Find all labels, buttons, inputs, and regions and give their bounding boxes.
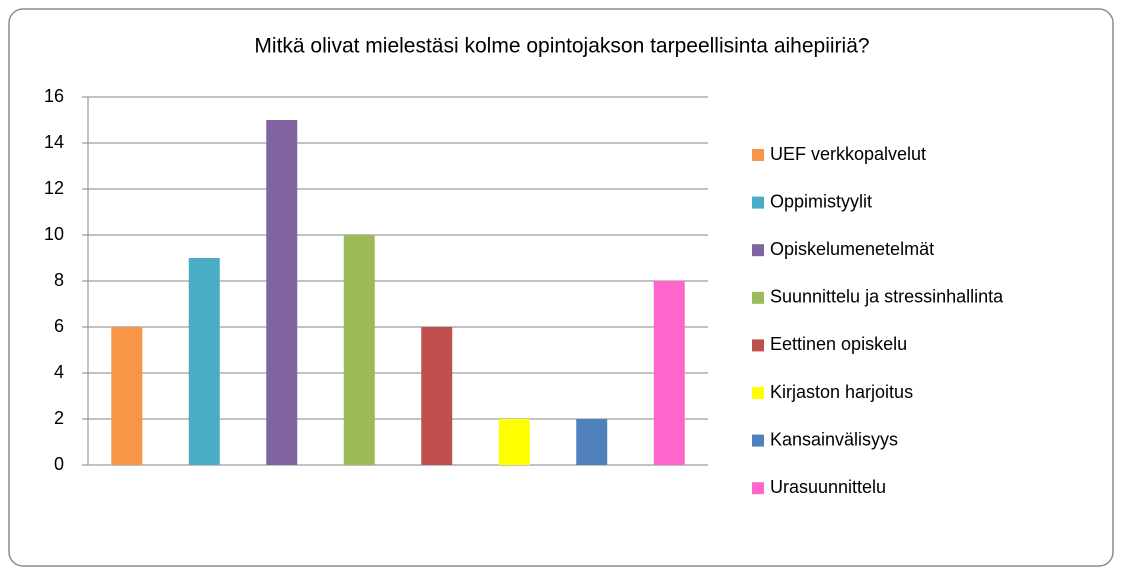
y-tick-label: 14 bbox=[44, 132, 64, 152]
bar bbox=[343, 235, 375, 465]
legend-label: Kansainvälisyys bbox=[770, 429, 898, 449]
bar bbox=[498, 419, 530, 465]
legend-swatch bbox=[752, 434, 764, 447]
legend-swatch bbox=[752, 244, 764, 257]
chart-title: Mitkä olivat mielestäsi kolme opintojaks… bbox=[254, 35, 869, 58]
legend-swatch bbox=[752, 482, 764, 495]
legend-swatch bbox=[752, 339, 764, 352]
legend-label: Urasuunnittelu bbox=[770, 477, 886, 497]
bar bbox=[421, 327, 453, 465]
legend-swatch bbox=[752, 196, 764, 209]
bar bbox=[653, 281, 685, 465]
y-tick-label: 8 bbox=[54, 270, 64, 290]
bar bbox=[188, 258, 220, 465]
legend-swatch bbox=[752, 387, 764, 399]
y-tick-label: 12 bbox=[44, 178, 64, 198]
y-tick-label: 16 bbox=[44, 86, 64, 106]
legend-swatch bbox=[752, 291, 764, 304]
legend-label: Eettinen opiskelu bbox=[770, 334, 907, 354]
bar bbox=[576, 419, 608, 465]
y-tick-label: 2 bbox=[54, 408, 64, 428]
legend-label: UEF verkkopalvelut bbox=[770, 144, 926, 164]
bar bbox=[266, 120, 298, 465]
y-tick-label: 10 bbox=[44, 224, 64, 244]
y-tick-label: 0 bbox=[54, 454, 64, 474]
y-tick-label: 6 bbox=[54, 316, 64, 336]
legend-label: Suunnittelu ja stressinhallinta bbox=[770, 287, 1004, 307]
legend-label: Oppimistyylit bbox=[770, 191, 872, 211]
bar bbox=[111, 327, 143, 465]
legend-label: Opiskelumenetelmät bbox=[770, 239, 934, 259]
legend-label: Kirjaston harjoitus bbox=[770, 382, 913, 402]
y-tick-label: 4 bbox=[54, 362, 64, 382]
legend-swatch bbox=[752, 149, 764, 161]
